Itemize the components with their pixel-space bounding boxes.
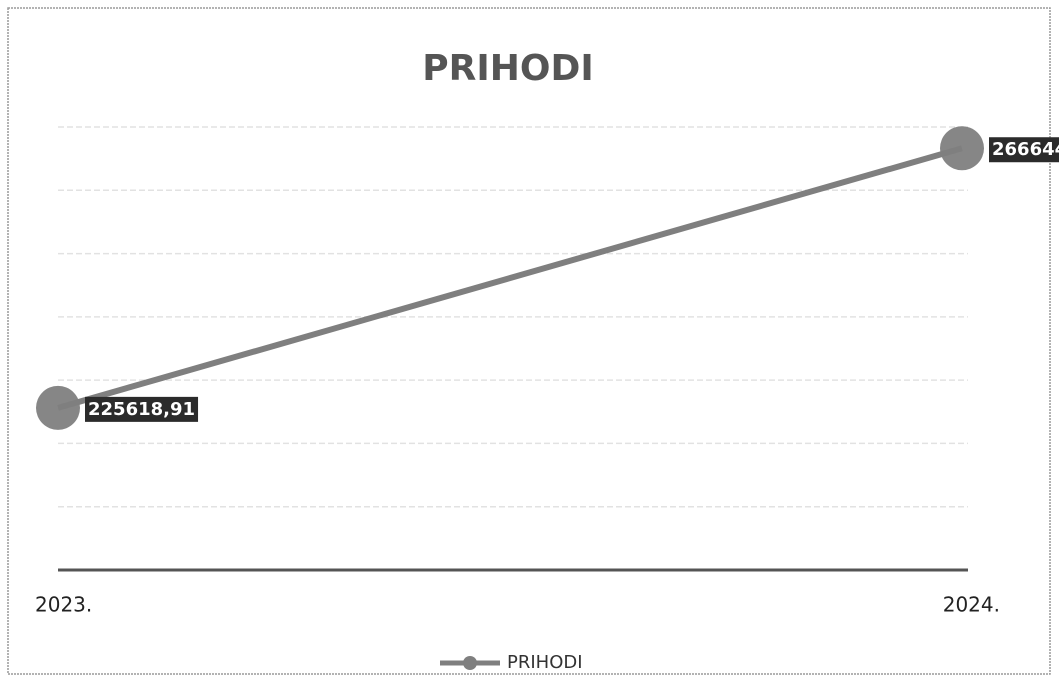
- data-point: [940, 126, 984, 171]
- legend-label: PRIHODI: [507, 652, 583, 673]
- chart-title: PRIHODI: [422, 48, 594, 89]
- data-point: [36, 385, 80, 430]
- data-label-box: [85, 396, 199, 422]
- data-label-box: [989, 137, 1059, 163]
- data-label: 225618,91: [88, 399, 195, 420]
- x-tick-label: 2024.: [943, 593, 1000, 617]
- data-label: 266644: [992, 139, 1059, 160]
- legend-marker: [463, 656, 477, 670]
- chart-frame: [7, 7, 1051, 675]
- x-tick-label: 2023.: [35, 593, 92, 617]
- series-line: [57, 145, 963, 411]
